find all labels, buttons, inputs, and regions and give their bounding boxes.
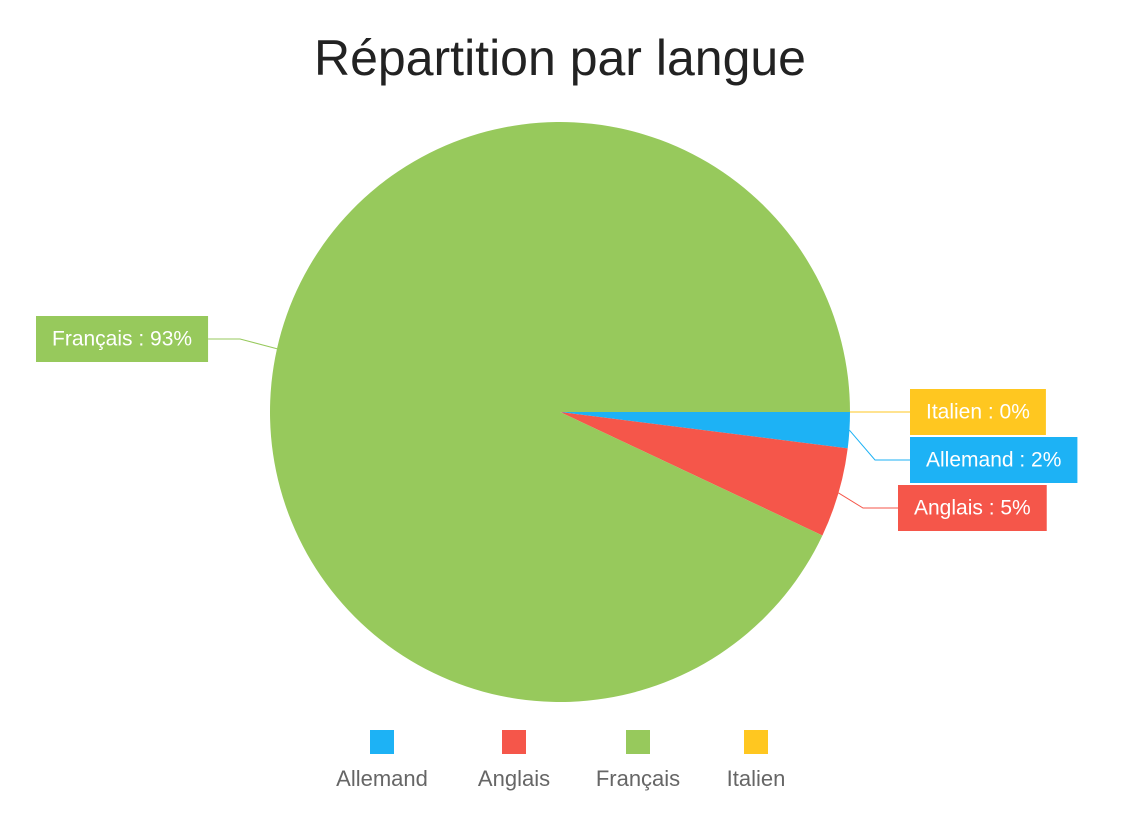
data-label-box (910, 389, 1046, 435)
data-label-box (910, 437, 1078, 483)
pie-slice (560, 412, 850, 449)
pie-slice (270, 121, 850, 702)
data-label: Français : 93% (52, 328, 192, 351)
legend-swatch (502, 730, 526, 754)
legend-label: Italien (727, 766, 786, 791)
legend-swatch (744, 730, 768, 754)
data-label-box (898, 485, 1047, 531)
label-connector (208, 338, 278, 350)
label-connector (849, 429, 910, 461)
data-label: Allemand : 2% (926, 449, 1061, 472)
data-label: Anglais : 5% (914, 497, 1031, 520)
legend-swatch (626, 730, 650, 754)
data-label: Italien : 0% (926, 401, 1030, 424)
legend-label: Français (596, 766, 680, 791)
legend-label: Allemand (336, 766, 428, 791)
pie-slice (560, 412, 848, 536)
label-connector (838, 492, 898, 509)
legend-label: Anglais (478, 766, 550, 791)
data-label-box (36, 316, 209, 362)
chart-title: Répartition par langue (314, 30, 806, 86)
legend-swatch (370, 730, 394, 754)
